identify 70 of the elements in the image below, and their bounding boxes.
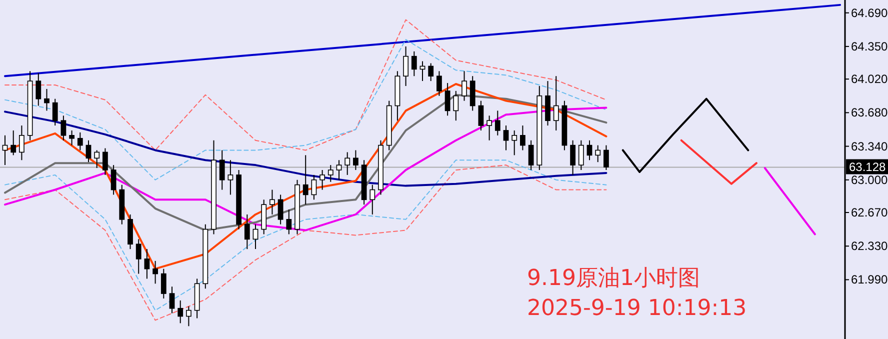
candlestick [94,150,100,169]
candlestick [77,132,83,151]
candlestick [520,125,526,151]
candlestick [411,50,417,77]
candlestick [152,260,158,284]
candlestick [19,125,24,161]
candlestick [444,82,450,116]
line-series [4,19,607,151]
candlestick [52,98,58,126]
candlestick [69,130,74,146]
candlestick [344,152,350,176]
candlestick [10,130,16,156]
ref-line-label: 63.128 [849,160,886,174]
candlestick [553,76,559,131]
candlestick [136,238,142,274]
candlestick [478,100,484,131]
line-series [622,98,750,173]
y-tick-label: 63.000 [851,172,888,187]
candlestick [36,72,42,106]
line-series [4,39,607,180]
candlestick [486,115,492,141]
candlestick [102,148,108,176]
candlestick [178,300,184,324]
candlestick [595,144,601,163]
annotation: 2025-9-19 10:19:13 [527,296,747,321]
candlestick [44,88,50,112]
candlestick [60,115,66,141]
candlestick [2,134,8,166]
candlestick [370,184,376,215]
annotation: 9.19原油1小时图 [527,266,700,291]
candlestick [570,140,576,176]
candlestick [353,150,358,170]
candlestick [578,140,584,170]
candlestick [252,224,258,250]
candlestick [604,144,609,170]
candlestick [586,140,592,161]
candlestick [228,160,234,196]
candlestick [86,140,92,163]
y-tick-label: 64.690 [851,6,888,20]
candlestick [270,189,275,215]
candlestick [453,90,459,122]
y-tick-label: 64.350 [851,39,888,54]
y-tick-label: 63.340 [851,139,888,154]
candlestick [403,46,408,86]
candlestick [169,286,175,314]
candlestick [503,125,509,151]
candlestick [462,70,467,102]
candlestick [428,62,434,82]
y-tick-label: 62.330 [851,239,888,254]
candlestick [186,306,192,327]
y-tick-label: 61.990 [851,272,888,287]
candlestick [244,214,250,250]
y-tick-label: 62.670 [851,205,888,220]
y-tick-label: 64.020 [851,72,888,86]
y-tick-label: 63.680 [851,106,888,120]
candlestick [494,110,500,136]
candlestick [328,164,334,182]
candlestick [436,70,442,96]
candlestick [144,248,150,280]
candlestick [110,164,116,196]
candlestick [311,174,317,200]
candlestick [160,268,166,299]
candlestick [219,150,225,190]
candlestick [286,209,292,235]
candlestick [512,130,518,156]
candlestick [278,194,284,225]
candlestick [336,160,342,180]
candlestick [320,169,325,190]
candlestick [528,140,534,170]
candlestick [302,154,308,206]
